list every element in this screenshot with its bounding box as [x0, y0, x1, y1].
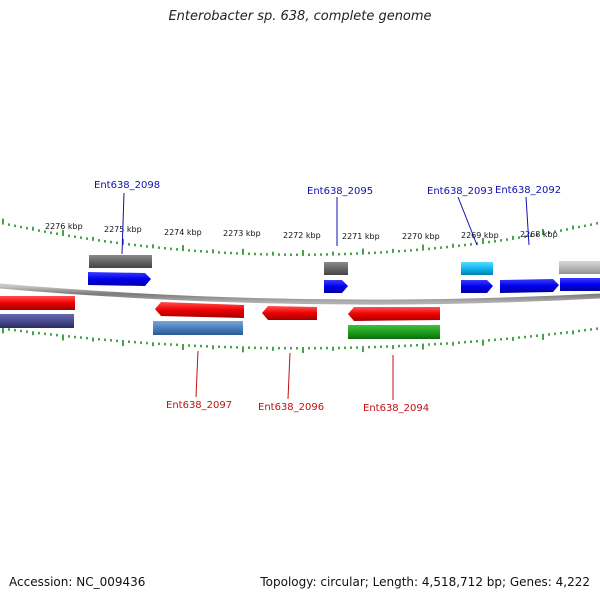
scale-label-2271: 2271 kbp [342, 232, 380, 241]
gene-label-2092[interactable]: Ent638_2092 [495, 185, 561, 196]
leader-2093 [457, 196, 478, 246]
gene-label-2097[interactable]: Ent638_2097 [166, 400, 232, 411]
leader-2096 [287, 352, 291, 400]
gene-labels: Ent638_2098 Ent638_2095 Ent638_2093 Ent6… [94, 180, 561, 414]
feature-blue-2098[interactable] [88, 272, 151, 286]
feature-red-2096[interactable] [262, 306, 317, 320]
map-title: Enterobacter sp. 638, complete genome [168, 9, 432, 24]
gene-label-2095[interactable]: Ent638_2095 [307, 186, 373, 197]
scale-label-2274: 2274 kbp [164, 228, 202, 237]
scale-label-2269: 2269 kbp [461, 231, 499, 240]
reverse-features [0, 296, 440, 339]
scale-labels: 2276 kbp 2275 kbp 2274 kbp 2273 kbp 2272… [45, 222, 558, 241]
feature-cyan-2093[interactable] [461, 262, 493, 275]
feature-red-2097[interactable] [155, 302, 244, 318]
inner-tick-ring [2, 327, 598, 353]
leader-2097 [195, 350, 199, 398]
scale-label-2272: 2272 kbp [283, 231, 321, 240]
leader-lines [121, 192, 530, 400]
gene-label-2093[interactable]: Ent638_2093 [427, 186, 493, 197]
scale-label-2276: 2276 kbp [45, 222, 83, 231]
feature-steel-2097[interactable] [153, 321, 243, 335]
feature-gray-2095[interactable] [324, 262, 348, 275]
feature-blue-2093[interactable] [461, 280, 493, 293]
feature-red-edge[interactable] [0, 296, 75, 310]
gene-label-2098[interactable]: Ent638_2098 [94, 180, 160, 191]
feature-purple-edge[interactable] [0, 314, 74, 328]
feature-lightgray-edge[interactable] [559, 261, 600, 274]
gene-label-2094[interactable]: Ent638_2094 [363, 403, 429, 414]
feature-red-2094[interactable] [348, 307, 440, 321]
feature-gray-2098[interactable] [89, 255, 152, 268]
accession-label: Accession: NC_009436 [9, 575, 146, 589]
scale-label-2270: 2270 kbp [402, 232, 440, 241]
scale-label-2273: 2273 kbp [223, 229, 261, 238]
genome-summary: Topology: circular; Length: 4,518,712 bp… [260, 575, 590, 589]
feature-blue-2095[interactable] [324, 280, 348, 293]
feature-green-2094[interactable] [348, 325, 440, 339]
leader-2098 [121, 192, 125, 255]
leader-2092 [525, 196, 530, 246]
feature-blue-2092[interactable] [500, 279, 559, 293]
outer-tick-ring [2, 218, 598, 256]
gene-label-2096[interactable]: Ent638_2096 [258, 402, 324, 413]
forward-features [88, 255, 600, 293]
genome-backbone [0, 283, 600, 305]
feature-blue-edge[interactable] [560, 278, 600, 291]
scale-label-2268: 2268 kbp [520, 230, 558, 239]
